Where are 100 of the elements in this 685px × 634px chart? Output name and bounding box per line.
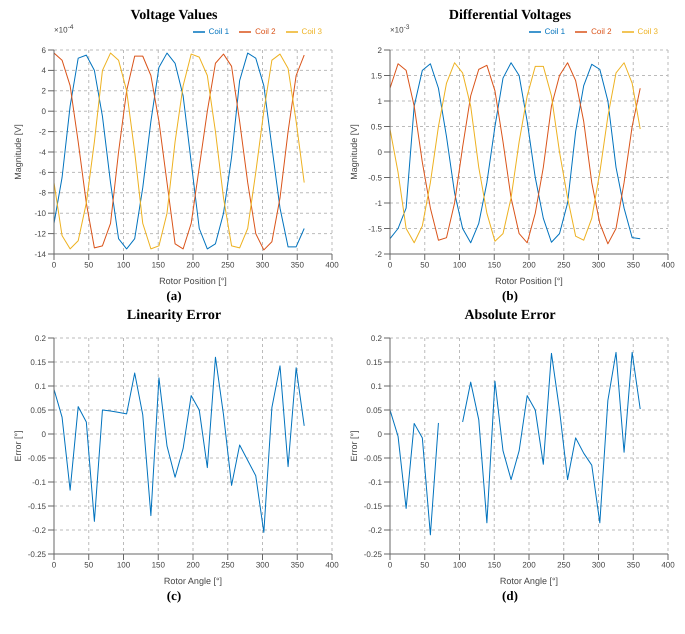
y-tick-label: -0.2 xyxy=(32,526,47,535)
y-tick-label: -0.1 xyxy=(32,478,47,487)
x-tick-label: 0 xyxy=(52,560,57,570)
y-tick-label: -0.05 xyxy=(364,454,383,463)
y-tick-label: -6 xyxy=(38,168,47,178)
y-tick-label: -2 xyxy=(38,127,47,136)
x-tick-label: 350 xyxy=(626,560,640,570)
y-tick-label: 0.2 xyxy=(34,334,47,343)
y-tick-label: -14 xyxy=(34,250,47,259)
x-tick-label: 100 xyxy=(452,260,467,270)
y-tick-label: -0.25 xyxy=(28,550,47,559)
y-tick-label: 6 xyxy=(42,46,47,55)
y-tick-label: -12 xyxy=(34,229,47,238)
x-tick-label: 200 xyxy=(186,260,200,270)
y-tick-label: 0.1 xyxy=(34,382,47,391)
x-tick-label: 0 xyxy=(388,560,393,570)
x-tick-label: 50 xyxy=(84,260,94,270)
y-axis-title: Magnitude [V] xyxy=(13,124,24,180)
x-tick-label: 100 xyxy=(116,560,131,570)
x-tick-label: 200 xyxy=(522,260,536,270)
y-axis-title: Error [°] xyxy=(13,430,24,462)
legend-label: Coil 2 xyxy=(591,27,612,36)
x-tick-label: 150 xyxy=(488,260,502,270)
legend-label: Coil 1 xyxy=(208,27,230,36)
x-tick-label: 350 xyxy=(290,560,304,570)
x-tick-label: 250 xyxy=(221,560,235,570)
y-tick-label: 4 xyxy=(42,66,47,76)
y-tick-label: 0 xyxy=(42,107,47,116)
x-tick-label: 200 xyxy=(522,560,536,570)
y-tick-label: -0.2 xyxy=(368,526,383,535)
y-tick-label: 2 xyxy=(42,86,47,96)
text: (b) xyxy=(501,288,519,305)
legend-label: Coil 3 xyxy=(302,27,322,36)
x-axis-title: Rotor Position [°] xyxy=(159,276,227,286)
legend-label: Coil 1 xyxy=(544,27,566,36)
x-tick-label: 400 xyxy=(661,560,676,570)
y-tick-label: -1.5 xyxy=(368,224,383,234)
text: (c) xyxy=(166,588,182,605)
x-tick-label: 150 xyxy=(152,260,166,270)
x-tick-label: 250 xyxy=(557,560,571,570)
y-tick-label: -2 xyxy=(374,250,383,259)
legend-label: Coil 3 xyxy=(638,27,658,36)
x-axis-title: Rotor Angle [°] xyxy=(500,576,558,586)
x-tick-label: 150 xyxy=(488,560,502,570)
x-tick-label: 300 xyxy=(256,560,270,570)
y-tick-label: -0.05 xyxy=(28,454,47,463)
line-series xyxy=(54,356,305,533)
x-tick-label: 400 xyxy=(325,260,340,270)
text: (a) xyxy=(165,288,183,305)
legend-label: Coil 2 xyxy=(255,27,276,36)
x-tick-label: 50 xyxy=(420,260,430,270)
y-tick-label: -1 xyxy=(374,198,383,208)
y-tick-label: 0 xyxy=(42,430,47,439)
text: (d) xyxy=(501,588,519,605)
x-tick-label: 400 xyxy=(325,560,340,570)
x-tick-label: 0 xyxy=(388,260,393,270)
y-tick-label: 1.5 xyxy=(370,71,383,80)
y-tick-label: -8 xyxy=(38,188,47,198)
y-tick-label: 0.05 xyxy=(366,406,383,415)
chart-title: Absolute Error xyxy=(463,308,557,325)
y-tick-label: -0.25 xyxy=(364,550,383,559)
x-tick-label: 400 xyxy=(661,260,676,270)
y-tick-label: 0.15 xyxy=(30,358,47,367)
y-tick-label: -0.15 xyxy=(28,502,47,511)
y-tick-label: -0.15 xyxy=(364,502,383,511)
y-tick-label: -4 xyxy=(38,148,47,157)
y-tick-label: -10 xyxy=(34,209,47,218)
chart-title: Differential Voltages xyxy=(448,8,572,23)
x-axis-title: Rotor Position [°] xyxy=(495,276,563,286)
y-axis-title: Magnitude [V] xyxy=(349,124,360,180)
y-tick-label: 0 xyxy=(378,148,383,157)
x-tick-label: 250 xyxy=(221,260,235,270)
y-tick-label: 0.2 xyxy=(370,334,383,343)
x-tick-label: 300 xyxy=(592,560,606,570)
x-tick-label: 50 xyxy=(84,560,94,570)
y-tick-label: -0.1 xyxy=(368,478,383,487)
x-tick-label: 350 xyxy=(290,260,304,270)
x-tick-label: 350 xyxy=(626,260,640,270)
y-axis-title: Error [°] xyxy=(349,430,360,462)
x-tick-label: 50 xyxy=(420,560,430,570)
x-tick-label: 150 xyxy=(152,560,166,570)
text: ×10$^{-4}$ xyxy=(54,24,74,35)
x-tick-label: 0 xyxy=(52,260,57,270)
y-tick-label: 0.1 xyxy=(370,382,383,391)
x-tick-label: 100 xyxy=(452,560,467,570)
x-tick-label: 100 xyxy=(116,260,131,270)
text: ×10$^{-3}$ xyxy=(390,24,410,35)
x-tick-label: 300 xyxy=(256,260,270,270)
y-tick-label: -0.5 xyxy=(368,173,383,182)
x-axis-title: Rotor Angle [°] xyxy=(164,576,222,586)
x-tick-label: 200 xyxy=(186,560,200,570)
y-tick-label: 0.15 xyxy=(366,358,383,367)
x-tick-label: 250 xyxy=(557,260,571,270)
y-tick-label: 2 xyxy=(378,46,383,55)
chart-title: Voltage Values xyxy=(130,8,218,23)
y-tick-label: 0.5 xyxy=(370,122,383,132)
y-tick-label: 0 xyxy=(378,430,383,439)
x-tick-label: 300 xyxy=(592,260,606,270)
y-tick-label: 0.05 xyxy=(30,406,47,415)
y-tick-label: 1 xyxy=(378,96,383,106)
